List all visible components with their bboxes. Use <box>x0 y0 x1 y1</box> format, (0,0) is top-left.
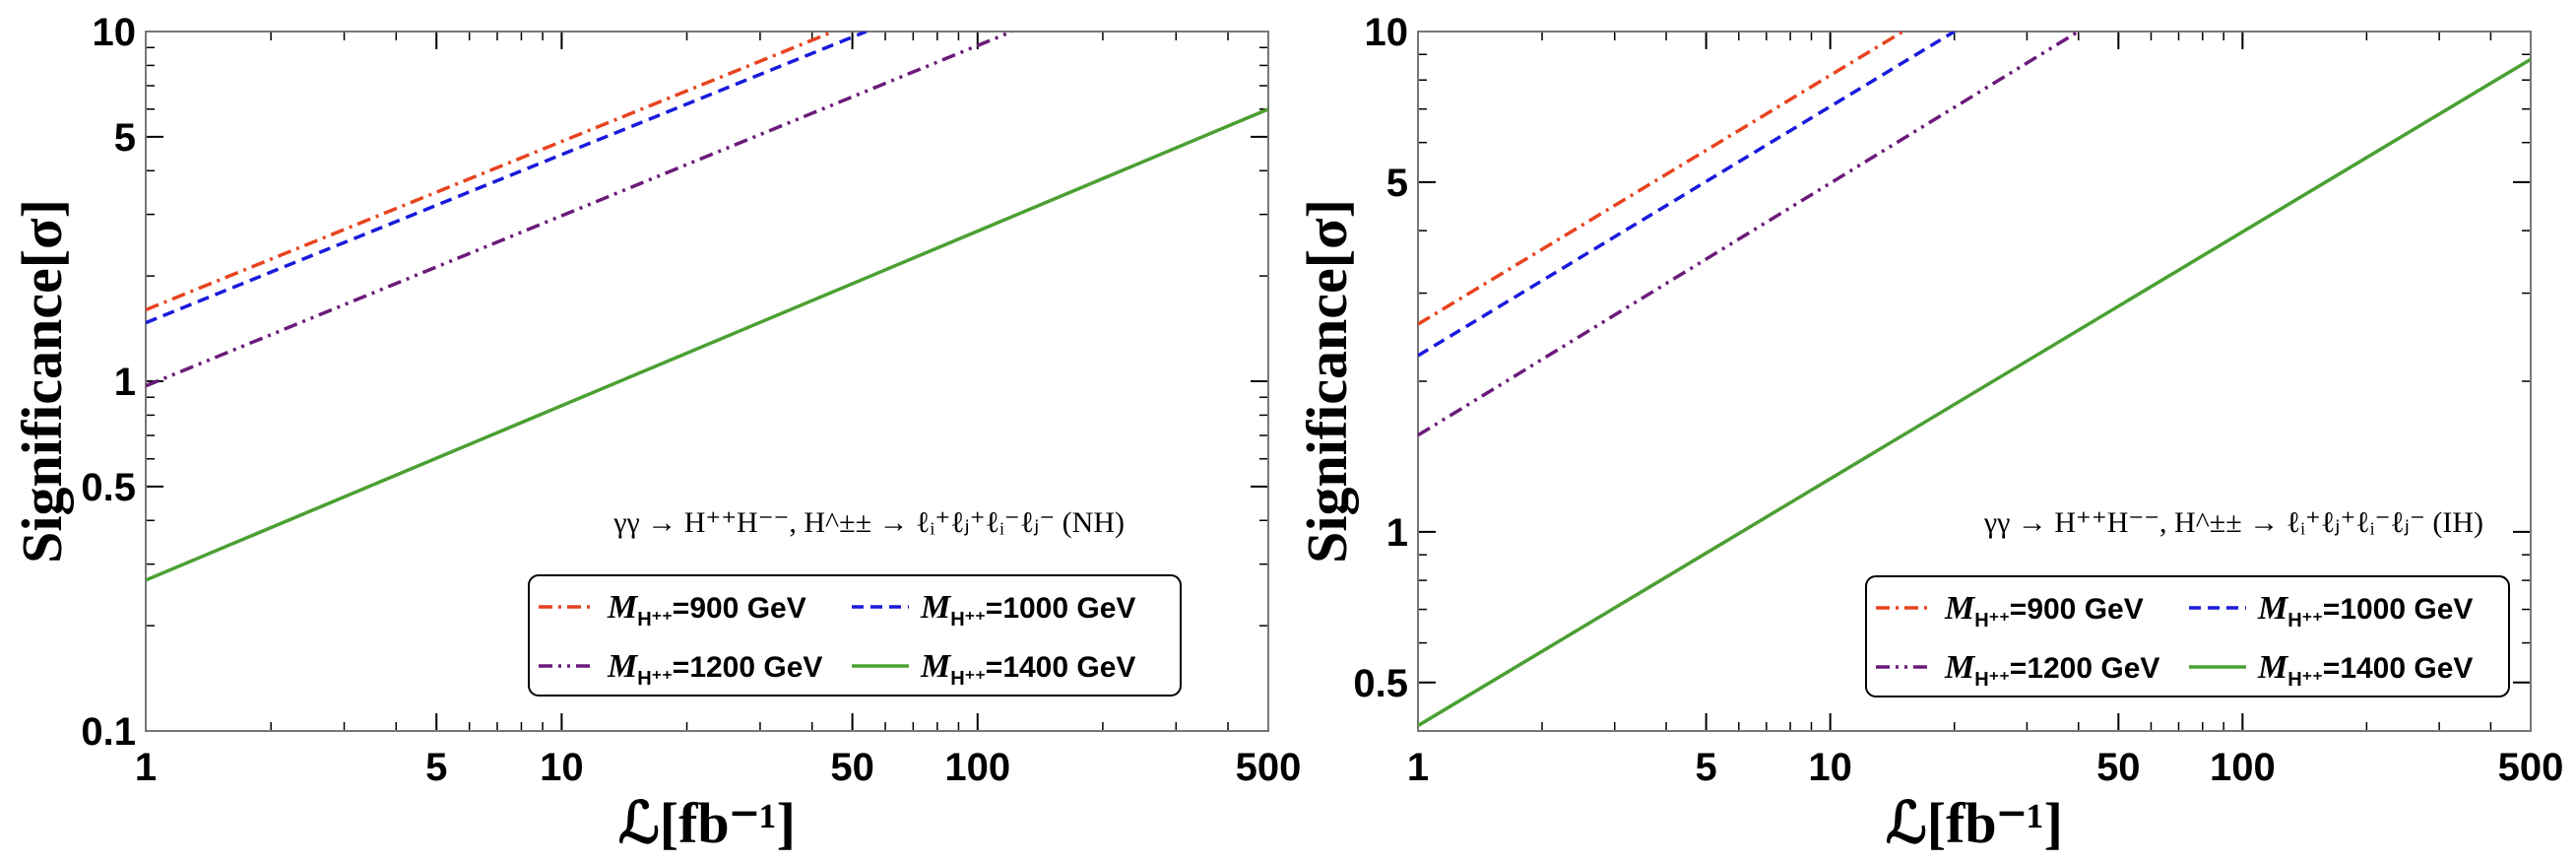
y-tick-label: 10 <box>93 11 137 54</box>
x-tick-label: 100 <box>2210 746 2276 789</box>
process-annotation: γγ → H⁺⁺H⁻⁻, H^±± → ℓᵢ⁺ℓⱼ⁺ℓᵢ⁻ℓⱼ⁻ (IH) <box>1983 506 2483 539</box>
y-axis-title: Significance[σ] <box>1295 199 1359 564</box>
legend-item: MH⁺⁺=1400 GeV <box>2189 649 2473 691</box>
series-line-1200-gev <box>146 32 1013 388</box>
series-lines <box>146 32 1268 582</box>
legend-box <box>1865 575 2510 697</box>
plot-frame <box>1417 31 2532 732</box>
x-tick-label: 100 <box>944 746 1010 789</box>
legend-item: MH⁺⁺=1400 GeV <box>852 648 1135 690</box>
x-tick-label: 50 <box>2096 746 2141 789</box>
y-tick-label: 1 <box>1386 511 1408 555</box>
y-tick-label: 1 <box>114 361 136 404</box>
legend-item: MH⁺⁺=900 GeV <box>1876 590 2144 631</box>
y-tick-label: 0.5 <box>81 466 136 509</box>
plot-frame <box>145 31 1269 732</box>
legend-label: MH⁺⁺=1000 GeV <box>920 589 1135 631</box>
legend-label: MH⁺⁺=1400 GeV <box>920 648 1135 690</box>
x-axis-title: ℒ[fb⁻¹] <box>1886 791 2063 855</box>
x-tick-label: 500 <box>1236 746 1302 789</box>
chart-panel-2: 1 5 10 50 100 500 0.5 1 5 10 ℒ[fb⁻¹] Significance[σ… <box>1295 11 2563 855</box>
legend-item: MH⁺⁺=1200 GeV <box>539 648 822 690</box>
process-annotation: γγ → H⁺⁺H⁻⁻, H^±± → ℓᵢ⁺ℓⱼ⁺ℓᵢ⁻ℓⱼ⁻ (NH) <box>612 506 1125 539</box>
series-line-1000-gev <box>146 32 868 325</box>
legend-label: MH⁺⁺=900 GeV <box>607 589 806 631</box>
x-tick-label: 5 <box>425 746 447 789</box>
x-tick-label: 5 <box>1696 746 1717 789</box>
series-lines <box>1418 32 2531 728</box>
y-tick-label: 0.5 <box>1353 662 1408 705</box>
y-tick-label: 5 <box>1386 162 1408 205</box>
x-tick-label: 500 <box>2498 746 2564 789</box>
y-tick-label: 5 <box>114 116 136 160</box>
legend-item: MH⁺⁺=1000 GeV <box>852 589 1135 631</box>
legend-label: MH⁺⁺=900 GeV <box>1944 590 2144 631</box>
series-line-1400-gev <box>1418 57 2531 728</box>
legend: MH⁺⁺=900 GeV MH⁺⁺=1000 GeV MH⁺⁺=1200 GeV MH… <box>528 574 1182 697</box>
legend-label: MH⁺⁺=1000 GeV <box>2257 590 2473 631</box>
series-line-1400-gev <box>146 107 1268 582</box>
legend-item: MH⁺⁺=1000 GeV <box>2189 590 2473 631</box>
x-axis-title: ℒ[fb⁻¹] <box>618 791 796 855</box>
x-tick-label: 50 <box>830 746 874 789</box>
legend: MH⁺⁺=900 GeV MH⁺⁺=1000 GeV MH⁺⁺=1200 GeV MH… <box>1865 575 2510 697</box>
legend-box <box>528 574 1182 697</box>
series-line-900-gev <box>1418 32 1904 326</box>
legend-label: MH⁺⁺=1200 GeV <box>1944 649 2159 691</box>
legend-label: MH⁺⁺=1400 GeV <box>2257 649 2473 691</box>
y-tick-label: 0.1 <box>81 710 136 754</box>
legend-item: MH⁺⁺=900 GeV <box>539 589 806 631</box>
x-tick-label: 10 <box>540 746 584 789</box>
chart-panel-1: 1 5 10 50 100 500 0.1 0.5 1 5 10 ℒ[fb⁻¹] Significanc… <box>10 11 1301 855</box>
legend-item: MH⁺⁺=1200 GeV <box>1876 649 2159 691</box>
x-tick-label: 1 <box>135 746 157 789</box>
y-axis-title: Significance[σ] <box>10 199 74 564</box>
x-tick-label: 1 <box>1407 746 1429 789</box>
x-tick-label: 10 <box>1808 746 1852 789</box>
series-line-1200-gev <box>1418 32 2080 437</box>
legend-label: MH⁺⁺=1200 GeV <box>607 648 822 690</box>
series-line-900-gev <box>146 32 834 312</box>
series-line-1000-gev <box>1418 32 1956 358</box>
y-tick-label: 10 <box>1365 11 1409 54</box>
